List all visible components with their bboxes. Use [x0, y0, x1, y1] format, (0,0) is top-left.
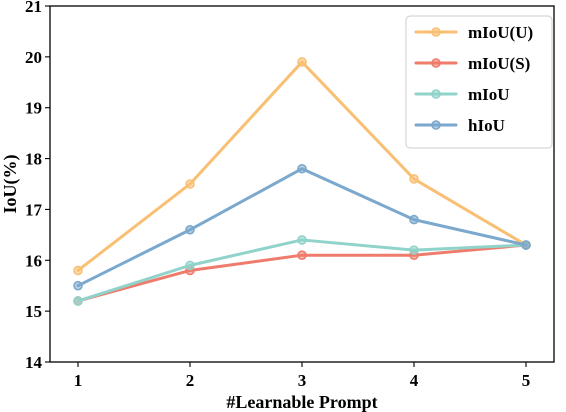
- data-point: [185, 260, 195, 271]
- legend-frame: [405, 15, 553, 149]
- series-mIoU: [73, 235, 531, 306]
- data-point: [297, 163, 307, 174]
- x-axis-ticks: 1 2 3 4 5: [74, 362, 531, 390]
- series-hIoU: [73, 163, 531, 291]
- y-axis-title: IoU(%): [0, 155, 21, 214]
- x-axis-title: #Learnable Prompt: [226, 392, 377, 412]
- data-point: [73, 280, 83, 291]
- x-tick-label: 5: [522, 371, 531, 390]
- y-tick-label: 16: [25, 251, 42, 270]
- legend: mIoU(U) mIoU(S) mIoU hIoU: [405, 15, 553, 149]
- y-tick-label: 20: [25, 48, 42, 67]
- y-tick-label: 17: [25, 200, 43, 219]
- y-axis-ticks: 14 15 16 17 18 19 20 21: [25, 0, 50, 372]
- legend-label: mIoU(S): [468, 54, 530, 73]
- data-point: [185, 179, 195, 189]
- series-line: [76, 238, 528, 303]
- x-tick-label: 4: [410, 371, 419, 390]
- data-point: [409, 174, 419, 184]
- data-point: [297, 250, 307, 260]
- legend-swatch-marker: [431, 89, 441, 99]
- data-point: [297, 235, 307, 245]
- legend-swatch-marker: [431, 58, 441, 68]
- y-tick-label: 15: [25, 302, 42, 321]
- y-tick-label: 18: [25, 150, 42, 169]
- y-tick-label: 21: [25, 0, 42, 16]
- x-tick-label: 2: [186, 371, 195, 390]
- legend-label: mIoU: [468, 85, 510, 104]
- data-point: [409, 214, 419, 225]
- y-tick-label: 14: [25, 353, 43, 372]
- data-point: [73, 296, 83, 306]
- legend-swatch-marker: [431, 120, 441, 130]
- plot-area: [73, 57, 531, 306]
- series-mIoU(S): [73, 240, 531, 306]
- x-tick-label: 3: [298, 371, 307, 390]
- legend-label: hIoU: [468, 116, 505, 135]
- data-point: [521, 240, 531, 250]
- data-point: [73, 265, 83, 276]
- data-point: [297, 57, 307, 67]
- legend-label: mIoU(U): [468, 23, 533, 42]
- legend-swatch-marker: [431, 27, 441, 37]
- data-point: [185, 224, 195, 235]
- series-line: [76, 167, 528, 288]
- x-tick-label: 1: [74, 371, 83, 390]
- y-tick-label: 19: [25, 99, 42, 118]
- data-point: [409, 245, 419, 255]
